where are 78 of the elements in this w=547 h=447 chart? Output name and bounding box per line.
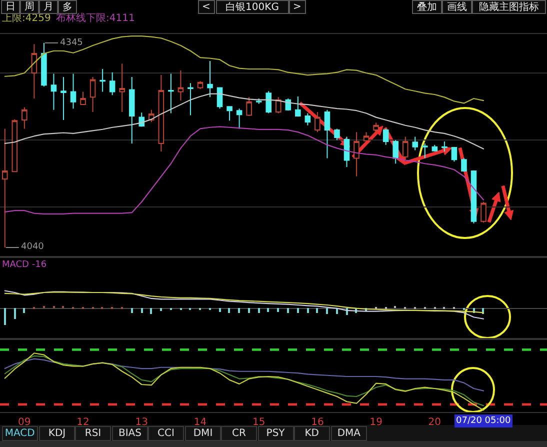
text: 布林线下限:4111 — [56, 12, 135, 24]
candlestick — [470, 170, 477, 224]
x-tick-label: 14 — [194, 417, 207, 428]
text: 白银100KG — [226, 1, 279, 13]
candlestick — [344, 136, 350, 168]
candlestick — [392, 140, 398, 164]
candlestick — [422, 142, 428, 159]
text: BIAS — [118, 428, 142, 439]
candlestick — [226, 106, 232, 122]
candlestick — [197, 80, 204, 90]
text: 叠加 — [417, 1, 437, 13]
candlestick — [50, 73, 57, 110]
candlestick — [60, 76, 66, 120]
text: 多 — [62, 1, 72, 13]
text: CCI — [158, 428, 174, 439]
candlestick — [480, 201, 486, 224]
text: 07/20 05:00 — [456, 416, 512, 426]
candlestick — [442, 140, 448, 152]
text: PSY — [266, 428, 286, 439]
x-tick-label: 16 — [311, 417, 324, 428]
text: DMA — [337, 428, 361, 439]
chart-title: MACD -16 — [2, 260, 47, 270]
candlestick — [246, 96, 252, 116]
candlestick — [168, 73, 174, 114]
candlestick — [266, 90, 272, 114]
text: MACD — [4, 428, 36, 439]
text: 月 — [44, 2, 54, 12]
candlestick — [41, 42, 47, 87]
candlestick — [31, 44, 38, 100]
text: CR — [232, 428, 246, 439]
candlestick — [178, 70, 184, 102]
text: DMI — [193, 428, 213, 439]
text: 画线 — [447, 1, 467, 13]
annotation: 4040 — [21, 242, 44, 252]
candlestick — [90, 76, 96, 112]
candlestick — [236, 108, 242, 130]
text: 周 — [24, 2, 34, 12]
candlestick — [314, 111, 320, 133]
candlestick — [334, 128, 340, 141]
x-tick-label: 09 — [18, 417, 31, 428]
candlestick — [451, 146, 458, 162]
text: KDJ — [48, 428, 66, 439]
x-tick-label: 12 — [76, 417, 90, 428]
candlestick — [119, 63, 125, 112]
annotation: 4345 — [60, 38, 83, 48]
candlestick — [207, 60, 213, 98]
candlestick — [70, 73, 76, 110]
candlestick — [138, 112, 145, 128]
candlestick — [324, 109, 330, 159]
text: KD — [304, 428, 320, 439]
candlestick — [109, 72, 116, 96]
candlestick — [363, 132, 370, 142]
candlestick — [402, 136, 408, 161]
candlestick — [22, 106, 28, 130]
candlestick — [80, 91, 86, 106]
candlestick — [12, 118, 18, 172]
candlestick — [158, 74, 164, 152]
candlestick — [100, 68, 106, 92]
candlestick — [354, 132, 360, 177]
candlestick — [412, 136, 418, 151]
text: 隐藏主图指标 — [479, 1, 539, 13]
candlestick — [295, 96, 301, 118]
text: 日 — [6, 2, 16, 12]
x-tick-label: 20 — [428, 417, 442, 428]
x-tick-label: 19 — [370, 417, 382, 428]
text: > — [293, 2, 302, 12]
candlestick — [304, 112, 311, 126]
candlestick — [188, 82, 194, 116]
candlestick — [275, 96, 282, 114]
text: < — [202, 2, 210, 12]
candlestick — [382, 128, 389, 146]
candlestick — [461, 158, 467, 172]
candlestick — [128, 76, 135, 144]
candlestick — [432, 144, 438, 152]
candlestick — [373, 122, 379, 133]
x-tick-label: 13 — [135, 417, 148, 428]
text: RSI — [84, 428, 102, 439]
x-tick-label: 15 — [252, 417, 266, 428]
